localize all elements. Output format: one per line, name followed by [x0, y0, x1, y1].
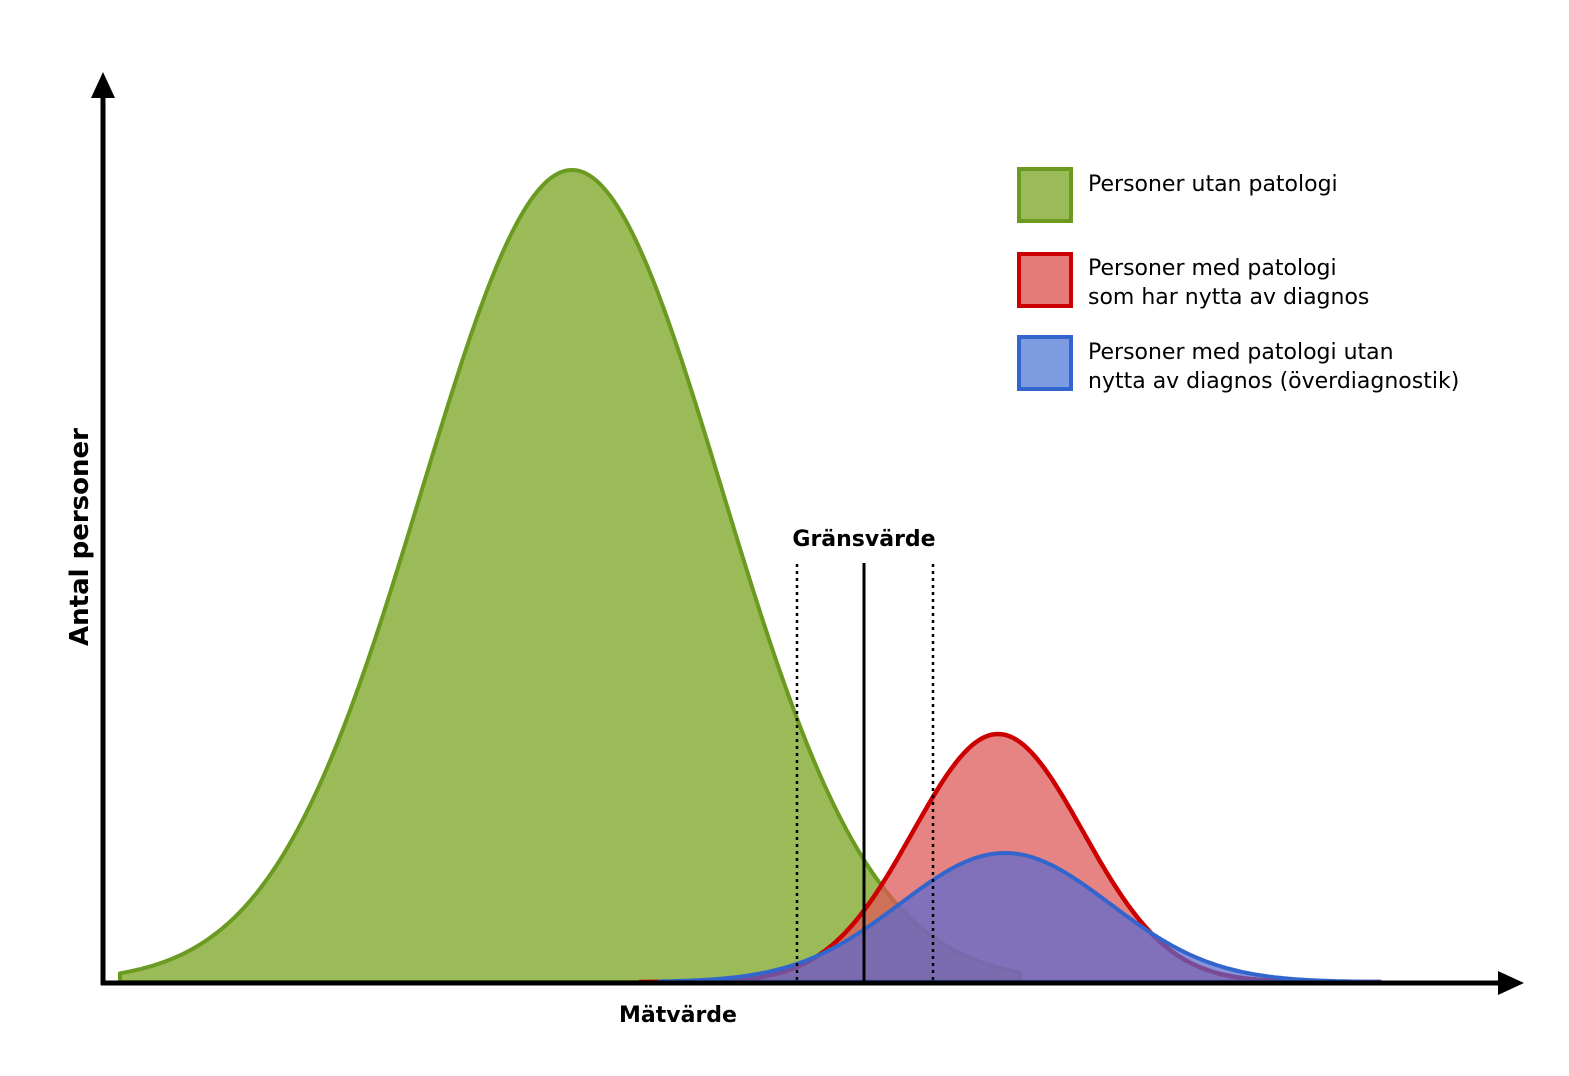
legend-item-overdiagnosis: Personer med patologi utan nytta av diag… [1017, 335, 1459, 394]
healthy-distribution-curve [118, 168, 1022, 984]
legend-swatch-benefit [1017, 252, 1073, 308]
threshold-label: Gränsvärde [792, 527, 935, 552]
curves-group [118, 168, 1383, 985]
threshold-group: Gränsvärde [792, 527, 936, 983]
legend-swatch-overdiagnosis [1017, 335, 1073, 391]
legend-label-benefit-line-2: som har nytta av diagnos [1088, 285, 1369, 310]
y-axis-label: Antal personer [65, 428, 95, 646]
y-axis-arrowhead [91, 72, 115, 98]
legend-label-overdiagnosis-line-2: nytta av diagnos (överdiagnostik) [1088, 369, 1459, 394]
legend-swatch-healthy [1017, 167, 1073, 223]
x-axis-label: Mätvärde [619, 1003, 737, 1028]
axes-group: Mätvärde Antal personer [65, 72, 1524, 1028]
legend-label-healthy: Personer utan patologi [1088, 172, 1338, 197]
legend-label-benefit-line-1: Personer med patologi [1088, 256, 1337, 281]
overdiagnosis-distribution-curve [658, 851, 1382, 984]
x-axis-arrowhead [1498, 971, 1524, 995]
legend: Personer utan patologi Personer med pato… [1017, 167, 1459, 394]
legend-label-overdiagnosis-line-1: Personer med patologi utan [1088, 340, 1394, 365]
legend-item-benefit: Personer med patologi som har nytta av d… [1017, 252, 1369, 310]
legend-item-healthy: Personer utan patologi [1017, 167, 1338, 223]
